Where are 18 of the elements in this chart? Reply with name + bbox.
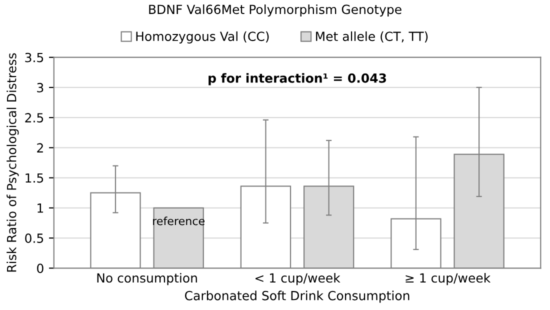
y-tick-label: 2.5 — [25, 113, 44, 123]
legend-label: Met allele (CT, TT) — [316, 31, 428, 43]
chart-title: BDNF Val66Met Polymorphism Genotype — [149, 4, 402, 17]
annotation: p for interaction¹ = 0.043 — [208, 73, 386, 86]
x-tick-label: ≥ 1 cup/week — [406, 273, 491, 286]
data-label: reference — [153, 216, 205, 226]
y-tick-label: 0 — [37, 264, 44, 274]
y-axis-title: Risk Ratio of Psychological Distress — [6, 53, 19, 272]
y-tick-label: 3.5 — [25, 52, 44, 62]
y-tick-label: 0.5 — [25, 234, 44, 243]
x-axis-title: Carbonated Soft Drink Consumption — [184, 290, 410, 303]
legend-label: Homozygous Val (CC) — [136, 31, 269, 44]
y-tick-label: 1.5 — [26, 173, 44, 183]
y-tick-label: 1 — [38, 204, 44, 213]
x-tick-label: < 1 cup/week — [256, 273, 340, 286]
y-tick-label: 2 — [37, 143, 43, 152]
y-tick-label: 3 — [37, 82, 44, 92]
x-tick-label: No consumption — [97, 273, 197, 286]
